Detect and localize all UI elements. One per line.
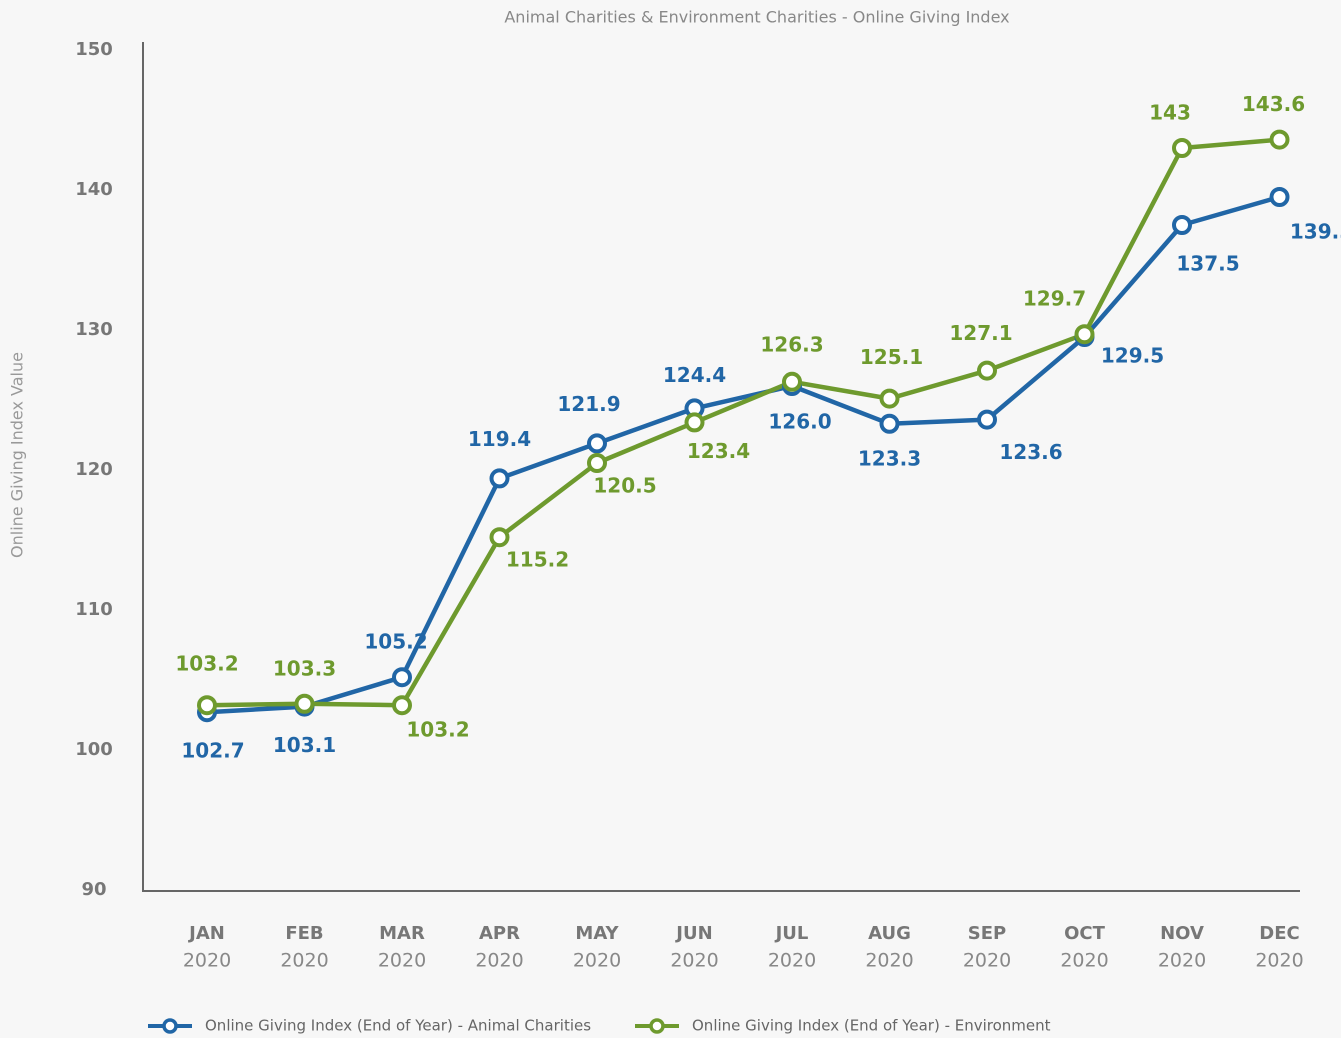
x-tick-label: NOV [1160, 923, 1204, 944]
point [1172, 215, 1192, 235]
y-tick-label: 130 [75, 319, 113, 340]
data-label: 129.5 [1101, 344, 1164, 368]
x-tick-label: JUN [674, 923, 712, 944]
point [879, 413, 900, 434]
x-tick-year: 2020 [768, 950, 816, 972]
x-tick-year: 2020 [378, 950, 426, 972]
data-label: 143 [1149, 101, 1191, 125]
x-tick-year: 2020 [475, 950, 523, 972]
point [392, 695, 412, 716]
data-label: 103.2 [406, 718, 469, 742]
data-label: 121.9 [557, 392, 620, 416]
data-label: 103.1 [273, 733, 336, 757]
data-label: 105.2 [364, 630, 427, 654]
series-line [206, 137, 1280, 708]
data-label: 103.2 [175, 652, 238, 676]
data-label: 120.5 [593, 474, 656, 498]
x-tick-label: AUG [868, 923, 911, 944]
point [294, 693, 315, 714]
x-tick-label: MAY [575, 923, 619, 944]
point [1269, 129, 1290, 150]
data-label: 123.6 [999, 440, 1062, 464]
x-tick-label: FEB [285, 923, 323, 944]
x-tick-label: MAR [379, 923, 425, 944]
x-tick-year: 2020 [1158, 950, 1206, 972]
data-label: 139.5 [1290, 220, 1341, 244]
point [587, 433, 607, 454]
data-label: 119.4 [468, 427, 531, 451]
x-tick-year: 2020 [280, 950, 328, 972]
data-label: 126.3 [760, 332, 823, 356]
legend-label: Online Giving Index (End of Year) - Envi… [692, 1017, 1051, 1035]
data-label: 123.3 [858, 446, 921, 470]
data-label: 125.1 [860, 345, 923, 369]
x-tick-label: DEC [1259, 923, 1299, 944]
y-tick-label: 150 [75, 39, 113, 60]
series-line [206, 194, 1281, 715]
x-tick-year: 2020 [963, 950, 1011, 972]
point [587, 453, 607, 473]
x-tick-label: OCT [1064, 923, 1106, 944]
y-tick-label: 140 [75, 179, 113, 200]
x-tick-label: JUL [774, 923, 809, 944]
point [1074, 324, 1095, 345]
y-axis-label: Online Giving Index Value [8, 352, 27, 558]
data-label: 137.5 [1176, 252, 1239, 276]
data-label: 115.2 [506, 548, 569, 572]
point [782, 371, 802, 392]
point [684, 412, 705, 433]
data-label: 102.7 [181, 739, 244, 763]
x-tick-year: 2020 [1060, 950, 1108, 972]
point [1172, 138, 1192, 158]
x-tick-label: JAN [187, 923, 225, 944]
x-tick-year: 2020 [865, 950, 913, 972]
y-tick-label: 120 [75, 459, 113, 480]
point [489, 527, 510, 548]
data-label: 129.7 [1023, 287, 1086, 311]
point [1269, 187, 1290, 207]
point [977, 360, 997, 381]
point [392, 667, 412, 688]
point [489, 468, 510, 489]
point [879, 388, 900, 409]
legend-label: Online Giving Index (End of Year) - Anim… [205, 1017, 591, 1035]
x-tick-year: 2020 [573, 950, 621, 972]
legend-marker [162, 1018, 178, 1034]
legend-marker [649, 1018, 665, 1034]
data-label: 103.3 [273, 656, 336, 680]
point [977, 409, 997, 430]
chart-title: Animal Charities & Environment Charities… [504, 8, 1009, 27]
x-tick-year: 2020 [670, 950, 718, 972]
data-label: 143.6 [1242, 92, 1305, 116]
point [197, 695, 217, 716]
x-tick-year: 2020 [1255, 950, 1303, 972]
data-label: 126.0 [768, 410, 831, 434]
y-tick-label: 90 [81, 879, 106, 900]
x-tick-label: SEP [968, 923, 1006, 944]
data-label: 127.1 [949, 321, 1012, 345]
y-tick-label: 110 [75, 599, 113, 620]
data-label: 124.4 [663, 363, 726, 387]
x-tick-year: 2020 [183, 950, 231, 972]
x-tick-label: APR [479, 923, 520, 944]
data-label: 123.4 [687, 439, 750, 463]
y-tick-label: 100 [75, 739, 113, 760]
